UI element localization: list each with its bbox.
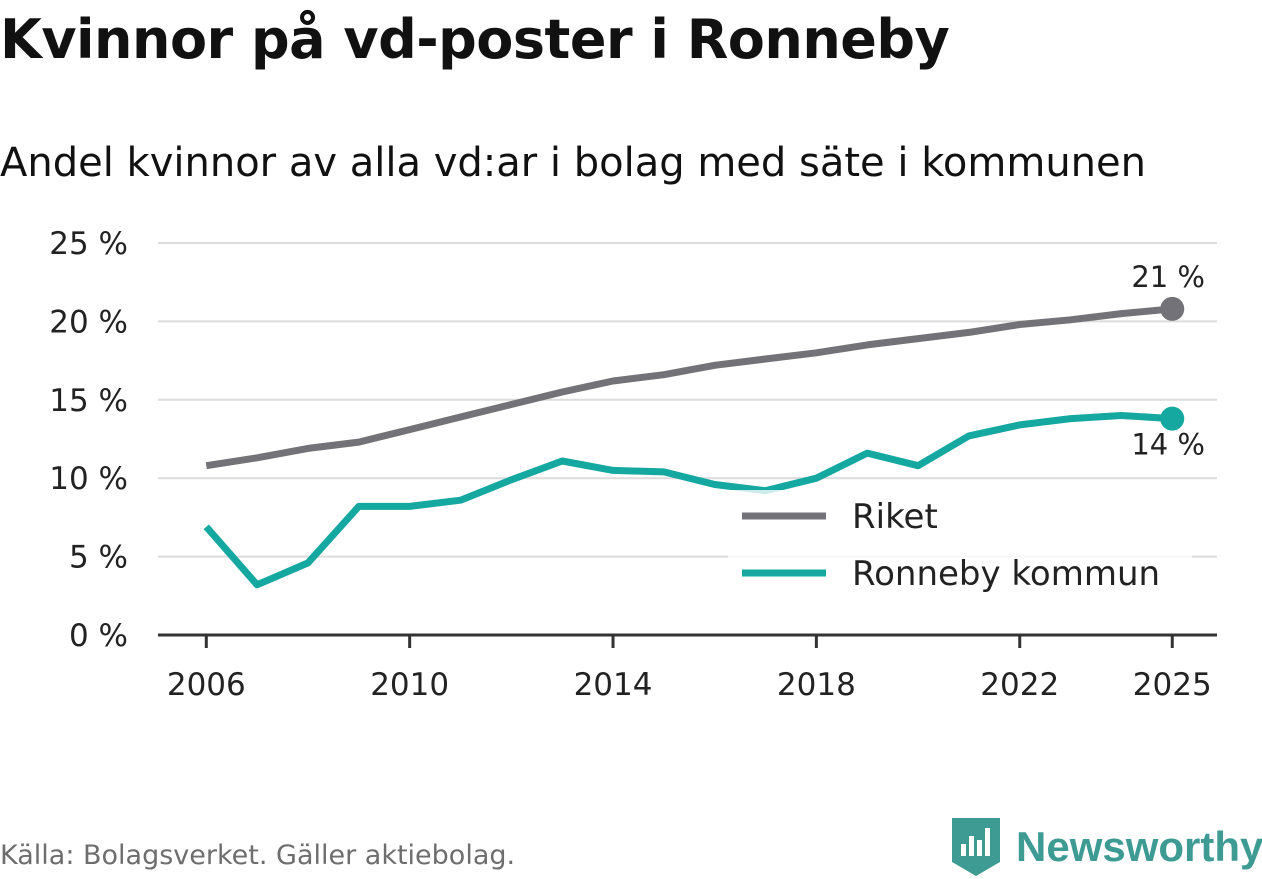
end-point-marker [1160,296,1185,321]
series-line-riket [205,305,1173,470]
end-value-label: 21 % [1131,260,1205,294]
chart-subtitle: Andel kvinnor av alla vd:ar i bolag med … [0,140,1146,186]
y-tick-label: 10 % [49,461,128,497]
y-tick-label: 5 % [69,540,128,576]
legend-label: Riket [852,497,938,537]
y-tick-label: 20 % [49,304,128,340]
legend-box [728,490,1192,602]
end-point-marker [1160,406,1185,431]
end-value-label: 14 % [1131,428,1205,462]
newsworthy-logo-icon [952,818,1000,876]
y-tick-label: 15 % [49,383,128,419]
x-tick-label: 2014 [574,667,653,703]
series-line-ronneby [203,412,1173,589]
x-tick-label: 2025 [1133,667,1212,703]
source-note: Källa: Bolagsverket. Gäller aktiebolag. [0,840,516,871]
legend-label: Ronneby kommun [852,554,1160,594]
y-tick-label: 25 % [49,226,128,262]
chart-title: Kvinnor på vd-poster i Ronneby [0,8,950,71]
y-tick-label: 0 % [69,618,128,654]
brand-logo: Newsworthy [952,818,1262,876]
x-tick-label: 2022 [980,667,1059,703]
brand-name: Newsworthy [1016,823,1262,870]
x-tick-label: 2018 [777,667,856,703]
x-tick-label: 2006 [167,667,246,703]
x-tick-label: 2010 [370,667,449,703]
